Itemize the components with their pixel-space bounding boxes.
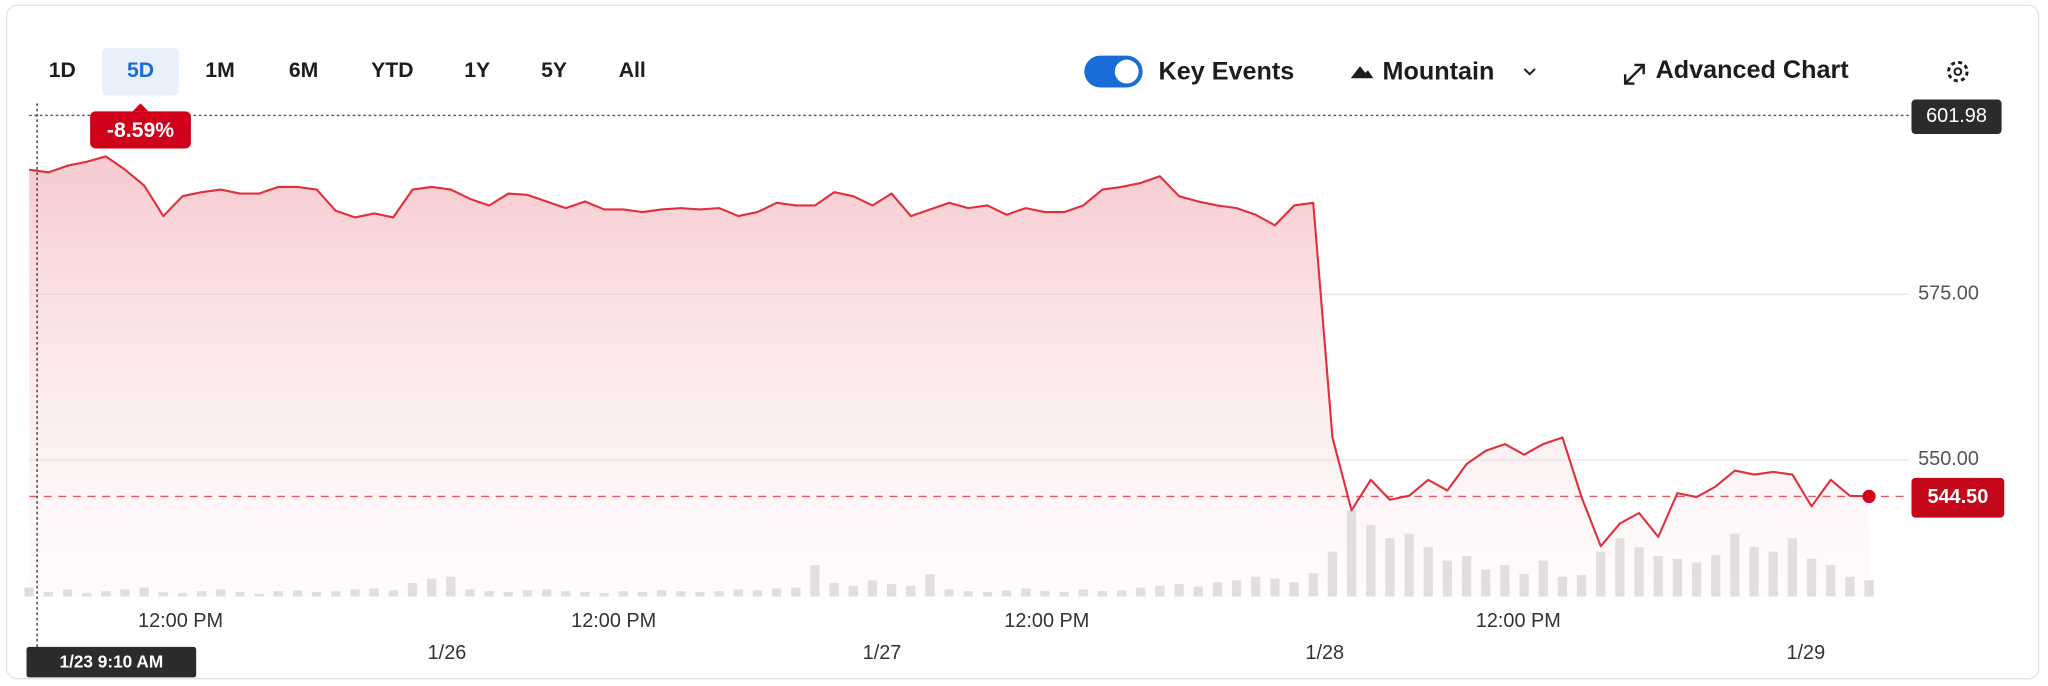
x-tick-label: 12:00 PM [571,610,656,632]
reference-badge [1911,99,2002,135]
current-badge [1911,477,2005,518]
reference-label: 601.98 [1926,105,1987,127]
mountain-icon [1350,66,1374,79]
toggle-knob [1114,59,1139,84]
range-button[interactable]: 5D [127,59,154,82]
change-label: -8.59% [107,119,174,142]
range-selected-bg [102,47,179,96]
plot: 575.00 550.00 12:00 PM 1/26 12:00 PM 1/27 12:0… [24,99,2005,678]
range-button[interactable]: 5Y [541,59,567,82]
expand-icon [1623,63,1645,85]
x-tick-label: 1/27 [863,642,902,664]
y-tick-label: 550.00 [1918,448,1979,470]
settings-icon[interactable] [1947,60,1969,83]
cursor-label: 1/23 9:10 AM [60,651,164,671]
range-button[interactable]: 6M [289,59,318,82]
advanced-chart-label[interactable]: Advanced Chart [1656,56,1850,84]
current-dot [1862,489,1876,504]
change-badge-pointer [132,103,149,112]
x-tick-label: 1/28 [1305,642,1344,664]
x-tick-label: 1/29 [1786,642,1825,664]
y-tick-label: 575.00 [1918,283,1979,305]
price-line [29,155,1870,548]
price-area [29,156,1870,597]
change-badge [90,111,191,149]
x-tick-label: 1/26 [428,642,467,664]
x-tick-label: 12:00 PM [1004,610,1089,632]
dropdown-caret [1523,68,1536,76]
range-button[interactable]: 1Y [464,59,490,82]
key-events-label[interactable]: Key Events [1159,58,1295,86]
range-button[interactable]: All [619,59,646,82]
range-button[interactable]: 1D [49,59,76,82]
x-tick-label: 12:00 PM [138,610,223,632]
range-button[interactable]: YTD [371,59,413,82]
x-tick-label: 12:00 PM [1476,610,1561,632]
chart-style-label[interactable]: Mountain [1383,58,1495,86]
cursor-badge [26,646,197,678]
range-button[interactable]: 1M [205,59,234,82]
toolbar: 1D 5D 1M 6M YTD 1Y 5Y All [49,47,646,96]
current-label: 544.50 [1927,486,1988,508]
